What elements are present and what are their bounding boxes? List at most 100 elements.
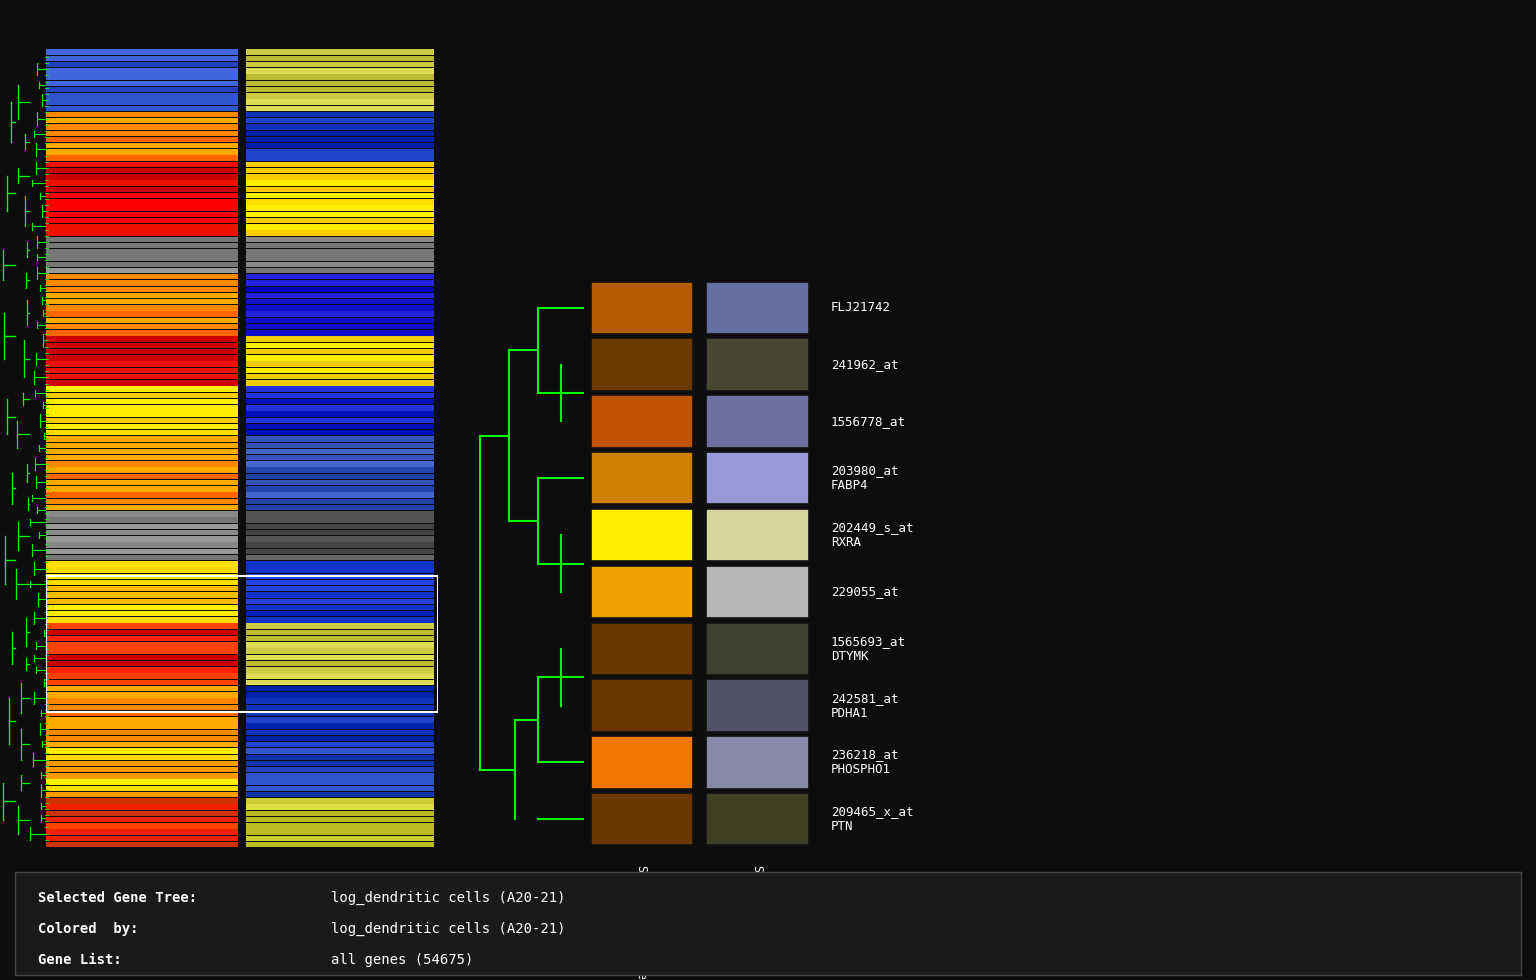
Bar: [246, 505, 433, 511]
Text: log_dendritic cells (A20-21): log_dendritic cells (A20-21): [332, 891, 565, 905]
Bar: [46, 118, 238, 123]
Bar: [246, 56, 433, 61]
Bar: [46, 617, 238, 622]
Bar: [46, 449, 238, 454]
Bar: [707, 565, 809, 618]
Bar: [46, 56, 238, 61]
Bar: [46, 99, 238, 105]
Text: Selected Gene Tree:: Selected Gene Tree:: [38, 891, 197, 905]
Bar: [46, 530, 238, 535]
Bar: [246, 792, 433, 798]
Bar: [46, 299, 238, 305]
Bar: [246, 399, 433, 405]
Bar: [46, 312, 238, 317]
Bar: [46, 362, 238, 367]
Bar: [46, 723, 238, 729]
Bar: [246, 642, 433, 648]
Bar: [46, 393, 238, 398]
Bar: [590, 452, 693, 505]
Bar: [46, 692, 238, 698]
Bar: [46, 786, 238, 791]
Bar: [46, 817, 238, 822]
Bar: [246, 773, 433, 779]
Bar: [46, 523, 238, 529]
Bar: [46, 673, 238, 679]
Text: log_dendritic cells (A20-21): log_dendritic cells (A20-21): [332, 922, 565, 936]
Bar: [246, 124, 433, 129]
Bar: [46, 349, 238, 355]
Bar: [46, 462, 238, 466]
Bar: [46, 62, 238, 68]
Bar: [46, 686, 238, 691]
Bar: [246, 692, 433, 698]
Bar: [46, 499, 238, 504]
Bar: [46, 567, 238, 572]
Bar: [46, 623, 238, 629]
Bar: [246, 817, 433, 822]
Bar: [46, 573, 238, 579]
Bar: [246, 829, 433, 835]
Bar: [46, 823, 238, 828]
Bar: [46, 480, 238, 485]
Bar: [246, 805, 433, 809]
Bar: [590, 679, 693, 732]
Bar: [246, 137, 433, 142]
Bar: [246, 742, 433, 748]
Bar: [246, 679, 433, 685]
Bar: [590, 736, 693, 789]
Bar: [246, 517, 433, 522]
Bar: [46, 767, 238, 772]
Bar: [246, 193, 433, 198]
Bar: [46, 280, 238, 286]
Bar: [246, 218, 433, 223]
Bar: [246, 224, 433, 229]
Bar: [46, 810, 238, 816]
Bar: [46, 286, 238, 292]
Bar: [46, 262, 238, 267]
Bar: [46, 798, 238, 804]
Bar: [246, 293, 433, 298]
Text: 236218_at
PHOSPHO1: 236218_at PHOSPHO1: [831, 749, 899, 776]
Bar: [246, 118, 433, 123]
Bar: [246, 636, 433, 641]
Bar: [246, 449, 433, 454]
Bar: [46, 374, 238, 379]
Bar: [46, 760, 238, 766]
Bar: [46, 586, 238, 592]
Bar: [590, 338, 693, 391]
Bar: [246, 836, 433, 841]
Bar: [46, 829, 238, 835]
Bar: [246, 256, 433, 261]
Bar: [246, 736, 433, 741]
Bar: [246, 592, 433, 598]
Bar: [246, 749, 433, 754]
Bar: [46, 642, 238, 648]
Text: 202449_s_at
RXRA: 202449_s_at RXRA: [831, 521, 914, 549]
Text: Sample - AM 580 treated: Sample - AM 580 treated: [751, 864, 763, 980]
Bar: [246, 87, 433, 92]
Bar: [707, 395, 809, 448]
Bar: [246, 212, 433, 218]
Bar: [46, 423, 238, 429]
Bar: [46, 137, 238, 142]
Bar: [246, 673, 433, 679]
Bar: [46, 443, 238, 448]
Bar: [246, 667, 433, 672]
Bar: [246, 62, 433, 68]
Bar: [46, 156, 238, 161]
Bar: [246, 755, 433, 760]
Bar: [46, 305, 238, 311]
Bar: [46, 805, 238, 809]
Bar: [246, 512, 433, 516]
Bar: [246, 318, 433, 323]
Bar: [46, 742, 238, 748]
Bar: [590, 622, 693, 675]
Bar: [246, 467, 433, 473]
Bar: [46, 473, 238, 479]
Bar: [246, 162, 433, 168]
Bar: [707, 338, 809, 391]
Bar: [46, 517, 238, 522]
Bar: [246, 274, 433, 279]
Bar: [46, 492, 238, 498]
Bar: [246, 336, 433, 342]
